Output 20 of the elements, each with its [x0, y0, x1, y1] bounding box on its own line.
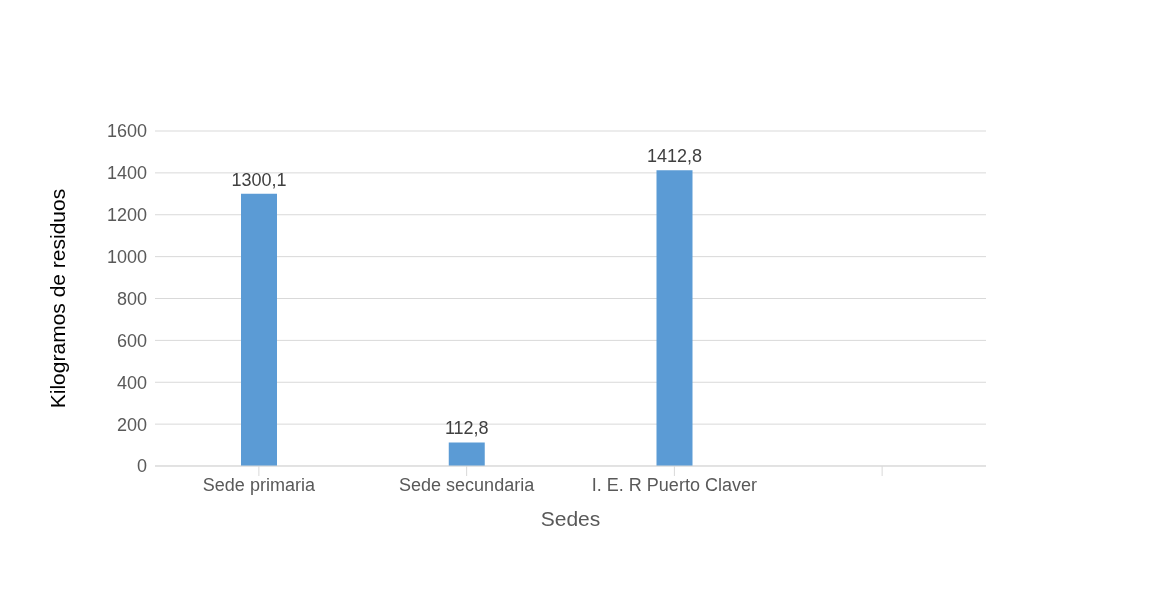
y-tick-label: 1000 [106, 247, 147, 268]
y-tick-label: 1600 [106, 121, 147, 142]
y-axis-title: Kilogramos de residuos [46, 188, 70, 409]
data-label: 112,8 [444, 418, 489, 439]
bar [448, 442, 485, 466]
x-tick-label: Sede secundaria [399, 474, 536, 495]
x-tick-label: I. E. R Puerto Claver [591, 474, 757, 495]
x-axis-title: Sedes [540, 507, 601, 530]
y-tick-label: 0 [136, 456, 147, 477]
y-tick-label: 200 [116, 414, 147, 435]
y-tick-label: 600 [116, 330, 147, 351]
bar [656, 170, 693, 466]
y-tick-label: 1200 [106, 205, 147, 226]
bar [241, 193, 277, 466]
y-tick-label: 400 [116, 372, 147, 393]
data-label: 1412,8 [646, 146, 703, 167]
y-tick-label: 800 [116, 288, 147, 309]
y-tick-label: 1400 [106, 163, 147, 184]
x-tick-label: Sede primaria [202, 474, 316, 495]
data-label: 1300,1 [231, 169, 287, 190]
